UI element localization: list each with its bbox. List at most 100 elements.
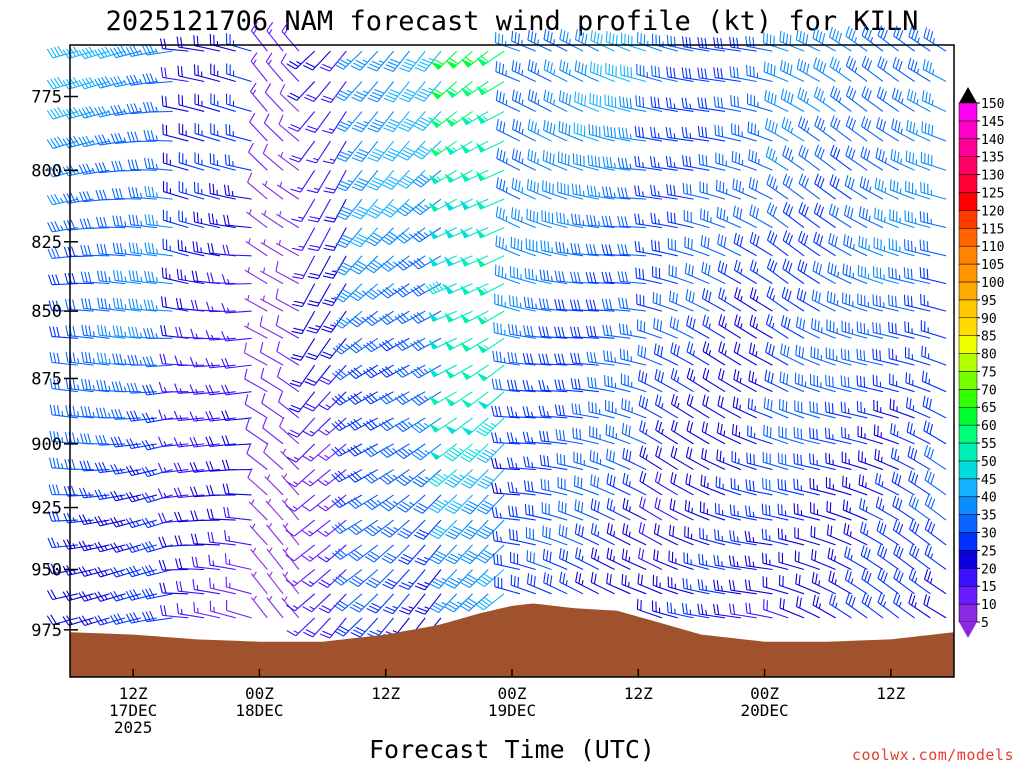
wind-barb <box>860 545 884 570</box>
wind-barb <box>97 297 126 312</box>
wind-barb <box>362 417 394 431</box>
wind-barb <box>857 425 884 445</box>
wind-barb <box>332 569 363 586</box>
wind-barb <box>160 325 189 339</box>
wind-barb <box>826 290 852 312</box>
wind-barb <box>681 97 710 113</box>
wind-barb <box>80 271 110 285</box>
wind-barb <box>348 310 379 328</box>
wind-barb <box>923 420 947 445</box>
wind-barb <box>586 185 615 200</box>
wind-barb <box>621 548 647 570</box>
wind-barb <box>162 152 189 171</box>
wind-barb <box>809 478 836 496</box>
wind-barb <box>318 569 347 588</box>
wind-barb <box>781 286 805 312</box>
wind-barb <box>761 528 789 546</box>
wind-barb <box>745 479 773 496</box>
wind-barb <box>589 425 615 445</box>
wind-barb <box>109 516 142 528</box>
wind-barb <box>63 512 94 524</box>
wind-barb <box>538 379 568 393</box>
wind-barb <box>335 111 363 132</box>
x-tick-label: 19DEC <box>488 701 536 720</box>
wind-barb <box>176 603 205 619</box>
wind-barb <box>538 326 568 339</box>
wind-barb <box>260 367 284 393</box>
wind-barb <box>717 233 742 257</box>
wind-barb <box>476 283 505 297</box>
wind-barb <box>209 183 236 200</box>
wind-barb <box>589 92 615 112</box>
wind-barb <box>280 448 300 470</box>
colorbar-label: 5 <box>981 616 989 631</box>
wind-barb <box>795 573 821 595</box>
x-tick-label: 12Z <box>371 684 400 703</box>
wind-barb <box>557 477 584 496</box>
wind-barb <box>190 533 220 546</box>
wind-barb <box>160 67 189 83</box>
wind-barb <box>291 227 316 251</box>
x-tick-label: 17DEC <box>109 701 157 720</box>
y-tick-label: 975 <box>31 621 62 641</box>
wind-barb <box>713 37 741 52</box>
colorbar-swatch <box>958 514 978 533</box>
wind-barb <box>718 341 742 366</box>
wind-barb <box>814 115 836 142</box>
wind-barb <box>395 443 426 460</box>
wind-barb <box>209 153 236 171</box>
wind-barb <box>731 451 757 471</box>
wind-barb <box>796 58 821 82</box>
wind-barb <box>226 63 252 83</box>
wind-barb <box>777 452 805 471</box>
wind-barb <box>856 348 884 366</box>
wind-barb <box>574 499 600 521</box>
wind-barb <box>225 576 252 595</box>
wind-barb <box>798 144 821 171</box>
wind-barb <box>246 209 268 229</box>
wind-barb <box>888 266 915 285</box>
wind-barb <box>162 238 189 257</box>
wind-barb <box>617 187 647 200</box>
wind-barb <box>275 315 300 339</box>
wind-barb <box>62 192 94 204</box>
wind-barb <box>765 341 789 366</box>
wind-barb <box>97 324 126 339</box>
wind-barb <box>873 424 899 445</box>
wind-barb <box>762 478 789 496</box>
wind-barb <box>291 310 316 335</box>
wind-barb <box>175 326 205 339</box>
wind-barb <box>142 73 173 85</box>
wind-barb <box>380 227 410 245</box>
wind-barb <box>320 337 347 360</box>
wind-barb <box>192 241 221 257</box>
wind-barb <box>748 149 773 171</box>
wind-barb <box>414 569 442 591</box>
wind-barb <box>205 410 236 422</box>
wind-barb <box>810 502 836 521</box>
wind-barb <box>573 122 599 142</box>
wind-barb <box>266 523 284 546</box>
wind-barb <box>193 211 221 229</box>
wind-barb <box>859 176 884 200</box>
wind-barb <box>844 546 868 570</box>
wind-barb <box>906 421 931 445</box>
wind-barb <box>747 93 773 112</box>
wind-barb <box>858 474 884 496</box>
wind-barb <box>812 260 836 285</box>
wind-barb <box>745 35 773 52</box>
wind-barb <box>793 427 820 445</box>
wind-barb <box>525 238 552 257</box>
wind-barb <box>527 89 552 112</box>
wind-barb <box>653 523 678 546</box>
wind-barb <box>173 487 205 499</box>
wind-barb <box>877 592 900 619</box>
colorbar-label: 40 <box>981 491 997 506</box>
wind-barb <box>845 55 868 82</box>
wind-barb <box>655 445 679 471</box>
wind-barb <box>125 491 157 503</box>
wind-barb <box>223 184 252 200</box>
colorbar-swatch <box>958 568 978 587</box>
wind-barb <box>383 81 410 103</box>
